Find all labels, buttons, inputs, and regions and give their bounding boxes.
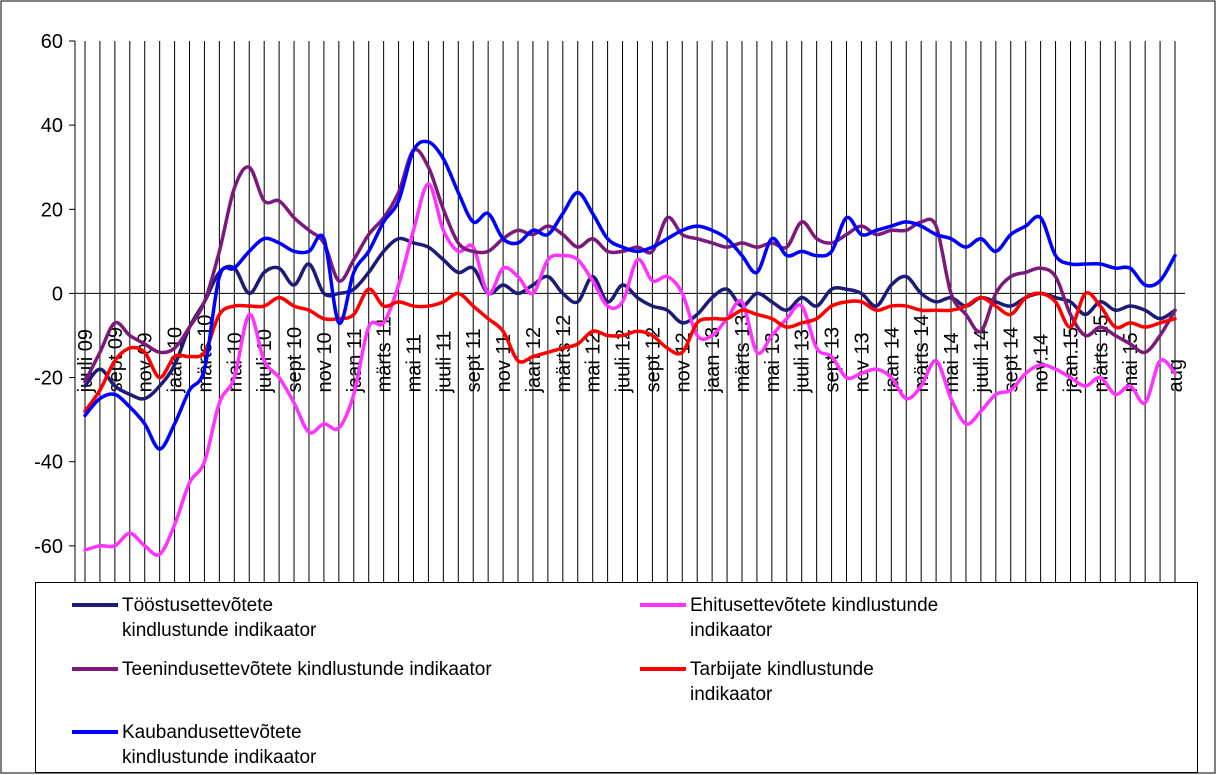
- x-tick-label: nov 13: [851, 332, 873, 392]
- legend-entry: Kaubandusettevõtete kindlustunde indikaa…: [72, 720, 382, 770]
- x-tick-label: märts 11: [374, 316, 396, 392]
- x-tick-label: juuli 11: [433, 331, 455, 394]
- x-tick-label: mai 12: [583, 332, 605, 392]
- x-tick-label: sept 11: [463, 328, 485, 392]
- legend-label: Ehitusettevõtete kindlustunde indikaator: [690, 595, 939, 641]
- legend-entry: Ehitusettevõtete kindlustunde indikaator: [640, 593, 950, 643]
- legend-entry: Tööstusettevõtete kindlustunde indikaato…: [72, 593, 382, 643]
- x-tick-label: jaan 12: [523, 327, 545, 394]
- x-tick-label: nov 11: [493, 334, 515, 393]
- legend-entry: Teenindusettevõtete kindlustunde indikaa…: [72, 657, 492, 682]
- x-tick-label: nov 12: [672, 332, 694, 392]
- legend-label: Teenindusettevõtete kindlustunde indikaa…: [122, 659, 492, 680]
- legend-swatch: [72, 730, 118, 734]
- y-tick-label: -60: [34, 536, 63, 558]
- legend-swatch: [640, 603, 686, 607]
- legend-label: Kaubandusettevõtete kindlustunde indikaa…: [122, 722, 317, 768]
- x-tick-label: jaan 14: [881, 327, 903, 394]
- x-tick-label: nov 10: [314, 332, 336, 392]
- x-tick-label: mai 13: [762, 332, 784, 392]
- y-tick-label: 40: [41, 115, 63, 137]
- x-tick-label: märts 15: [1090, 315, 1112, 393]
- y-tick-label: -20: [34, 368, 63, 390]
- x-tick-label: jaan 13: [702, 327, 724, 394]
- legend-entry: Tarbijate kindlustunde indikaator: [640, 657, 950, 707]
- series-line: [83, 236, 1177, 401]
- legend-swatch: [72, 667, 118, 671]
- legend-label: Tarbijate kindlustunde indikaator: [690, 659, 874, 705]
- series-line: [83, 287, 1177, 413]
- legend: Tööstusettevõtete kindlustunde indikaato…: [35, 582, 1198, 773]
- x-tick-label: jaan 11: [344, 328, 366, 393]
- x-tick-label: mai 14: [941, 332, 963, 392]
- series-line: [83, 139, 1177, 451]
- x-tick-label: juuli 12: [613, 329, 635, 393]
- legend-swatch: [72, 603, 118, 607]
- x-tick-label: märts 12: [553, 315, 575, 393]
- x-tick-label: juuli 14: [971, 329, 993, 393]
- y-tick-label: 20: [41, 199, 63, 221]
- legend-swatch: [640, 667, 686, 671]
- x-tick-label: juuli 13: [792, 329, 814, 393]
- y-tick-label: 0: [52, 283, 63, 305]
- x-tick-label: mai 11: [403, 334, 425, 393]
- legend-label: Tööstusettevõtete kindlustunde indikaato…: [122, 595, 317, 641]
- y-tick-label: 60: [41, 31, 63, 53]
- x-tick-label: märts 13: [732, 315, 754, 393]
- x-tick-label: sept 14: [1001, 327, 1023, 393]
- series-line: [83, 182, 1177, 557]
- x-tick-label: sept 10: [284, 327, 306, 393]
- y-tick-label: -40: [34, 452, 63, 474]
